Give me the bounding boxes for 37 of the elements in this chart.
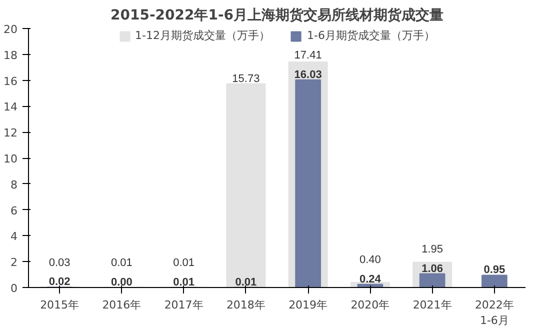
data-label: 1.95 — [422, 243, 444, 256]
x-tick-label: 2020年 — [350, 298, 390, 312]
data-label: 0.00 — [110, 276, 132, 288]
data-label: 0.24 — [359, 273, 382, 286]
data-label: 0.40 — [359, 254, 381, 266]
y-tick-label: 6 — [10, 204, 18, 218]
y-tick-label: 16 — [4, 74, 18, 88]
x-tick-label: 2015年 — [40, 298, 80, 312]
y-tick-label: 14 — [4, 100, 18, 114]
data-label: 15.73 — [232, 72, 260, 85]
y-tick-label: 0 — [10, 282, 18, 295]
x-tick-label: 2019年 — [288, 298, 328, 312]
data-label: 0.01 — [173, 256, 195, 269]
x-tick-label: 2018年 — [226, 298, 266, 312]
y-tick-label: 4 — [10, 230, 18, 244]
y-tick-label: 2 — [10, 256, 18, 270]
data-label: 0.01 — [173, 276, 195, 288]
legend-label: 1-6月期货成交量（万手） — [307, 28, 435, 43]
x-tick-label: 2021年 — [412, 298, 452, 312]
data-label: 16.03 — [294, 68, 322, 81]
chart-title: 2015-2022年1-6月上海期货交易所线材期货成交量 — [110, 6, 444, 24]
y-tick-label: 10 — [4, 152, 18, 166]
data-label: 0.03 — [48, 256, 70, 269]
data-label: 17.41 — [294, 49, 322, 62]
data-label: 1.06 — [422, 262, 444, 275]
data-label: 0.02 — [48, 276, 70, 288]
x-tick-label: 2022年 1-6月 — [474, 298, 514, 328]
data-label: 0.95 — [484, 264, 506, 276]
y-tick-label: 8 — [10, 178, 18, 192]
x-tick-label: 2017年 — [164, 298, 204, 312]
data-label: 0.01 — [110, 257, 132, 270]
data-label: 0.01 — [235, 276, 257, 288]
y-tick-label: 12 — [4, 126, 18, 140]
legend-label: 1-12月期货成交量（万手） — [135, 28, 270, 43]
y-tick-label: 20 — [4, 23, 18, 36]
y-tick-label: 18 — [4, 48, 18, 62]
x-tick-label: 2016年 — [102, 298, 142, 312]
